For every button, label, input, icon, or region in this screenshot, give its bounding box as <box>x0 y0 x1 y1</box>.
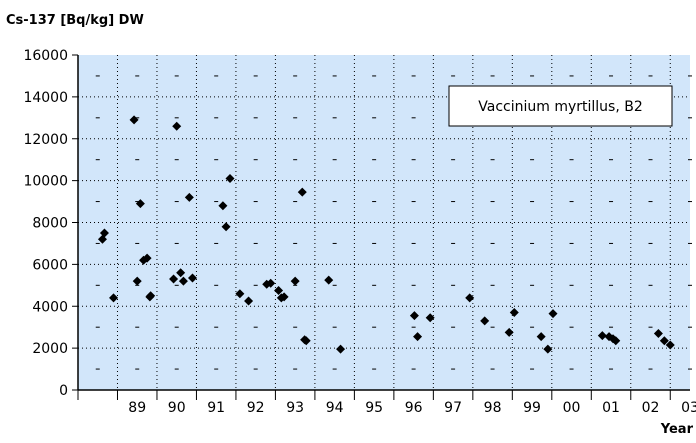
y-tick-label: 16000 <box>23 48 68 64</box>
data-point <box>225 174 235 184</box>
data-point <box>336 344 346 354</box>
legend-box <box>448 85 673 127</box>
data-point <box>129 115 139 125</box>
data-point <box>480 316 490 326</box>
data-point <box>536 332 546 342</box>
grid-lines <box>78 55 692 390</box>
data-point <box>659 336 669 346</box>
data-point <box>413 332 423 342</box>
x-tick-label: 89 <box>128 400 146 416</box>
data-point <box>218 201 228 211</box>
y-tick-label: 6000 <box>32 257 68 273</box>
data-point <box>235 289 245 299</box>
data-point <box>504 327 514 337</box>
x-tick-label: 97 <box>444 400 462 416</box>
y-tick-label: 10000 <box>23 174 68 190</box>
y-tick-label: 12000 <box>23 132 68 148</box>
axes <box>72 54 690 400</box>
data-point <box>274 286 284 296</box>
data-point <box>509 308 519 318</box>
data-point <box>465 293 475 303</box>
data-point <box>221 222 231 232</box>
x-tick-label: 02 <box>642 400 660 416</box>
data-point <box>184 192 194 202</box>
y-tick-label: 4000 <box>32 299 68 315</box>
x-tick-label: 99 <box>523 400 541 416</box>
data-point <box>176 268 186 278</box>
data-point <box>169 274 179 284</box>
data-point <box>653 328 663 338</box>
data-point <box>301 336 311 346</box>
data-point <box>172 121 182 131</box>
data-point <box>543 344 553 354</box>
x-tick-label: 03 <box>681 400 696 416</box>
data-point <box>188 273 198 283</box>
data-point <box>290 276 300 286</box>
x-tick-label: 98 <box>484 400 502 416</box>
data-point <box>324 275 334 285</box>
x-tick-label: 94 <box>326 400 344 416</box>
data-point <box>109 293 119 303</box>
data-point <box>297 187 307 197</box>
x-tick-label: 00 <box>563 400 581 416</box>
y-tick-label: 0 <box>59 383 68 399</box>
data-point <box>142 253 152 263</box>
data-point <box>178 276 188 286</box>
y-tick-label: 14000 <box>23 90 68 106</box>
x-tick-label: 01 <box>602 400 620 416</box>
data-point <box>135 199 145 209</box>
x-tick-label: 92 <box>247 400 265 416</box>
x-tick-label: 90 <box>168 400 186 416</box>
data-point <box>409 311 419 321</box>
data-point <box>279 292 289 302</box>
data-point <box>665 340 675 350</box>
x-tick-label: 93 <box>286 400 304 416</box>
legend-label: Vaccinium myrtillus, B2 <box>478 99 643 115</box>
legend: Vaccinium myrtillus, B2 <box>448 85 673 127</box>
data-point <box>132 276 142 286</box>
data-point <box>611 336 621 346</box>
data-points <box>97 115 675 354</box>
y-tick-label: 8000 <box>32 216 68 232</box>
data-point <box>146 291 156 301</box>
data-point <box>548 309 558 319</box>
x-axis-title: Year <box>660 422 694 437</box>
x-tick-label: 91 <box>207 400 225 416</box>
x-tick-label: 96 <box>405 400 423 416</box>
x-tick-label: 95 <box>365 400 383 416</box>
data-point <box>99 228 109 238</box>
y-axis-title: Cs-137 [Bq/kg] DW <box>6 13 144 28</box>
y-tick-label: 2000 <box>32 341 68 357</box>
data-point <box>266 278 276 288</box>
data-point <box>425 313 435 323</box>
data-point <box>597 331 607 341</box>
data-point <box>244 296 254 306</box>
